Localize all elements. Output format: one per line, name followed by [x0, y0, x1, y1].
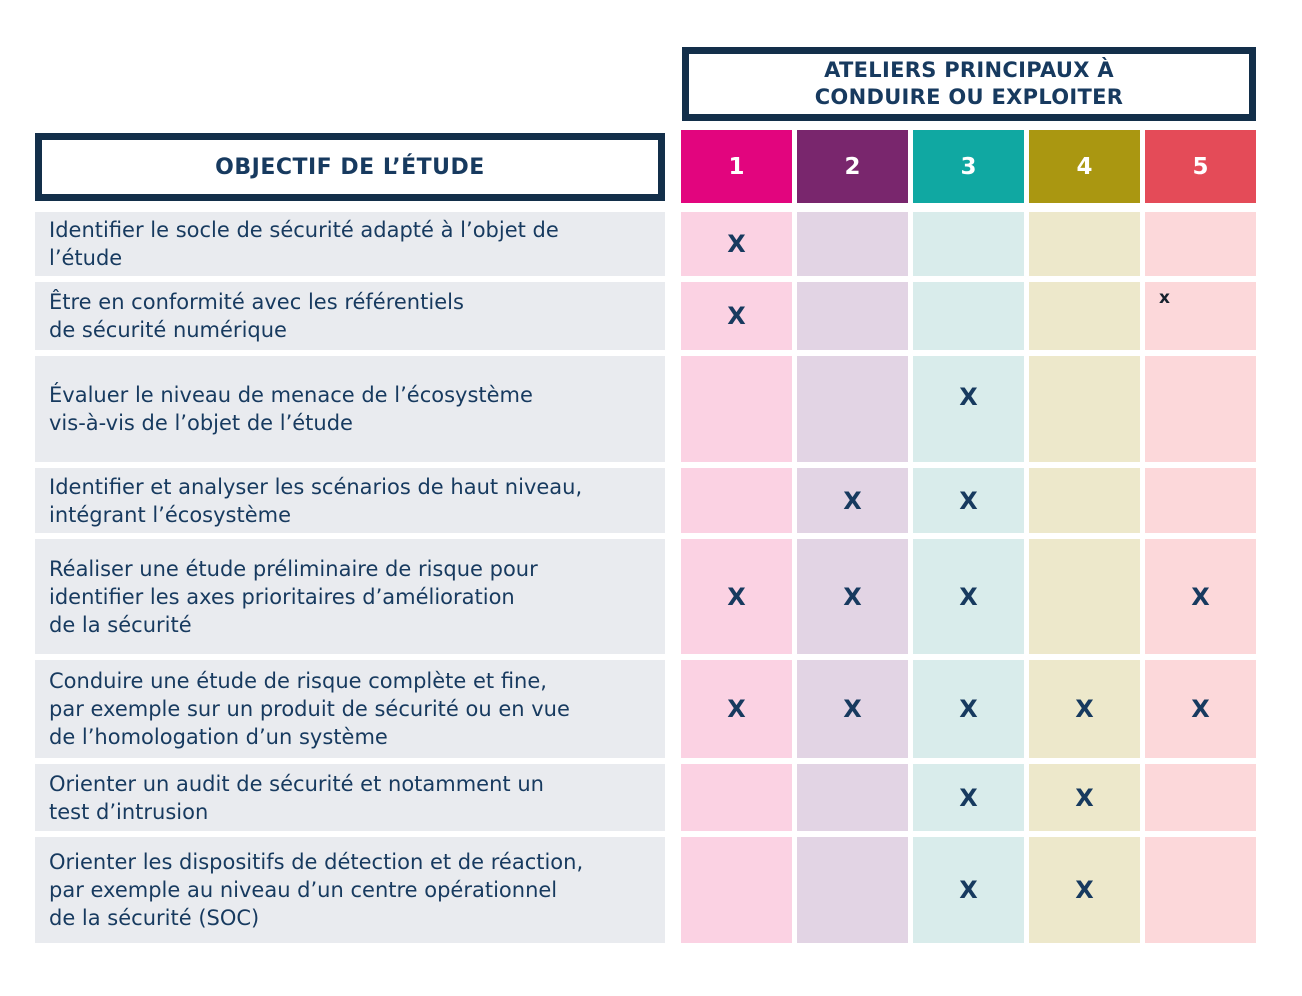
matrix-cell: X — [681, 660, 792, 758]
matrix-cell — [1145, 356, 1256, 462]
matrix-cell: X — [797, 660, 908, 758]
matrix-cell — [1029, 468, 1140, 533]
x-mark-small: x — [1159, 288, 1170, 308]
x-mark: X — [1075, 876, 1094, 904]
x-mark: X — [959, 783, 978, 812]
objective-label: Être en conformité avec les référentiels… — [35, 282, 665, 350]
matrix-cell — [1029, 356, 1140, 462]
matrix-cell: X — [913, 837, 1024, 943]
objective-label: Identifier le socle de sécurité adapté à… — [35, 212, 665, 276]
x-mark: X — [959, 695, 978, 723]
matrix-cell — [1029, 212, 1140, 276]
table-row: Évaluer le niveau de menace de l’écosyst… — [35, 356, 1256, 462]
matrix-cell — [797, 282, 908, 350]
column-number: 3 — [960, 153, 977, 180]
matrix-cell — [1145, 212, 1256, 276]
matrix-cell — [797, 764, 908, 831]
matrix-cell: X — [797, 539, 908, 654]
column-header-4: 4 — [1029, 130, 1140, 203]
x-mark: X — [727, 230, 746, 258]
objective-label: Conduire une étude de risque complète et… — [35, 660, 665, 758]
matrix-cell — [1029, 539, 1140, 654]
matrix-cell: X — [681, 212, 792, 276]
matrix-cell — [1145, 468, 1256, 533]
matrix-cell — [681, 764, 792, 831]
table-row: Orienter les dispositifs de détection et… — [35, 837, 1256, 943]
x-mark: X — [959, 876, 978, 904]
column-number: 5 — [1192, 153, 1209, 180]
objective-header-title: OBJECTIF DE L’ÉTUDE — [215, 154, 485, 180]
matrix-cell — [1029, 282, 1140, 350]
objective-header-box: OBJECTIF DE L’ÉTUDE — [35, 133, 665, 201]
table-row: Être en conformité avec les référentiels… — [35, 282, 1256, 350]
matrix-cell: X — [1029, 660, 1140, 758]
x-mark: X — [843, 695, 862, 723]
matrix-table: OBJECTIF DE L’ÉTUDE 1 2 3 4 5 Identifier… — [35, 130, 1256, 949]
column-number: 2 — [844, 153, 861, 180]
matrix-cell — [1145, 837, 1256, 943]
workshops-header-box: ATELIERS PRINCIPAUX À CONDUIRE OU EXPLOI… — [682, 47, 1256, 121]
matrix-cell: X — [1145, 539, 1256, 654]
column-header-1: 1 — [681, 130, 792, 203]
table-row: Réaliser une étude préliminaire de risqu… — [35, 539, 1256, 654]
column-header-3: 3 — [913, 130, 1024, 203]
matrix-cell: X — [797, 468, 908, 533]
x-mark: X — [959, 486, 978, 515]
matrix-cell — [681, 356, 792, 462]
matrix-cell: X — [913, 539, 1024, 654]
column-number: 4 — [1076, 153, 1093, 180]
x-mark: X — [1191, 695, 1210, 723]
objective-label: Identifier et analyser les scénarios de … — [35, 468, 665, 533]
matrix-cell — [797, 356, 908, 462]
matrix-cell: x — [1145, 282, 1256, 350]
matrix-cell — [681, 468, 792, 533]
x-mark: X — [727, 302, 746, 330]
matrix-cell — [1145, 764, 1256, 831]
matrix-cell: X — [681, 539, 792, 654]
x-mark: X — [843, 582, 862, 611]
objective-label: Réaliser une étude préliminaire de risqu… — [35, 539, 665, 654]
objective-label: Orienter un audit de sécurité et notamme… — [35, 764, 665, 831]
matrix-cell: X — [913, 660, 1024, 758]
matrix-cell: X — [913, 356, 1024, 462]
matrix-cell: X — [1145, 660, 1256, 758]
matrix-cell — [913, 282, 1024, 350]
column-header-2: 2 — [797, 130, 908, 203]
matrix-cell — [913, 212, 1024, 276]
x-mark: X — [1075, 783, 1094, 812]
matrix-cell: X — [1029, 764, 1140, 831]
table-row: Identifier et analyser les scénarios de … — [35, 468, 1256, 533]
x-mark: X — [727, 695, 746, 723]
table-row: Orienter un audit de sécurité et notamme… — [35, 764, 1256, 831]
objective-label: Évaluer le niveau de menace de l’écosyst… — [35, 356, 665, 462]
x-mark: X — [727, 582, 746, 611]
matrix-cell — [681, 837, 792, 943]
x-mark: X — [959, 383, 978, 411]
objective-label: Orienter les dispositifs de détection et… — [35, 837, 665, 943]
column-number: 1 — [728, 153, 745, 180]
x-mark: X — [1075, 695, 1094, 723]
workshops-header-title: ATELIERS PRINCIPAUX À CONDUIRE OU EXPLOI… — [814, 58, 1124, 109]
column-header-5: 5 — [1145, 130, 1256, 203]
x-mark: X — [959, 582, 978, 611]
table-header-row: OBJECTIF DE L’ÉTUDE 1 2 3 4 5 — [35, 130, 1256, 203]
matrix-cell: X — [913, 468, 1024, 533]
x-mark: X — [1191, 582, 1210, 611]
matrix-cell — [797, 212, 908, 276]
matrix-cell — [797, 837, 908, 943]
matrix-cell: X — [913, 764, 1024, 831]
table-row: Identifier le socle de sécurité adapté à… — [35, 212, 1256, 276]
matrix-cell: X — [681, 282, 792, 350]
matrix-cell: X — [1029, 837, 1140, 943]
table-row: Conduire une étude de risque complète et… — [35, 660, 1256, 758]
x-mark: X — [843, 486, 862, 515]
